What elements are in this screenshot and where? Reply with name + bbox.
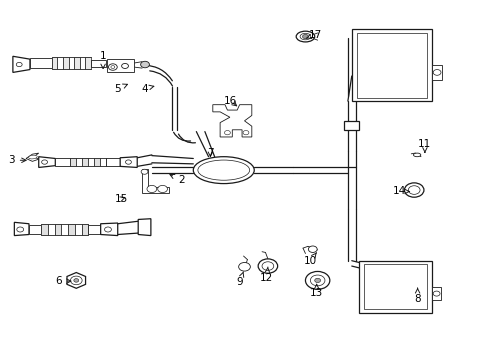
Circle shape <box>111 66 115 68</box>
Circle shape <box>125 160 131 164</box>
Text: 1: 1 <box>100 51 106 68</box>
Polygon shape <box>48 224 55 234</box>
Circle shape <box>258 259 277 273</box>
Circle shape <box>158 185 167 193</box>
Text: 6: 6 <box>55 276 71 286</box>
Polygon shape <box>58 57 63 69</box>
Polygon shape <box>74 57 80 69</box>
Polygon shape <box>120 157 137 167</box>
Bar <box>344 121 358 130</box>
Polygon shape <box>39 157 55 167</box>
Text: 5: 5 <box>114 84 127 94</box>
Circle shape <box>302 35 308 39</box>
Text: 17: 17 <box>305 30 322 40</box>
Polygon shape <box>52 57 58 69</box>
Polygon shape <box>26 153 39 161</box>
Circle shape <box>308 246 317 252</box>
Polygon shape <box>76 158 81 166</box>
Polygon shape <box>63 57 68 69</box>
Bar <box>356 33 427 98</box>
Polygon shape <box>81 158 87 166</box>
Ellipse shape <box>300 33 310 40</box>
Polygon shape <box>138 219 151 235</box>
Polygon shape <box>55 224 61 234</box>
Text: 4: 4 <box>141 84 154 94</box>
Polygon shape <box>68 224 75 234</box>
Polygon shape <box>212 105 251 137</box>
Polygon shape <box>13 56 30 72</box>
Circle shape <box>243 131 248 135</box>
Text: 2: 2 <box>170 175 184 185</box>
Text: 9: 9 <box>236 272 243 287</box>
Text: 14: 14 <box>392 186 408 197</box>
Polygon shape <box>100 158 105 166</box>
Circle shape <box>141 169 148 174</box>
Polygon shape <box>61 224 68 234</box>
Circle shape <box>432 291 439 296</box>
Circle shape <box>16 62 22 67</box>
Bar <box>29 225 41 234</box>
Circle shape <box>262 262 273 270</box>
Bar <box>351 30 431 101</box>
Polygon shape <box>67 273 85 288</box>
Circle shape <box>238 262 250 271</box>
Circle shape <box>141 61 149 68</box>
Circle shape <box>224 131 230 135</box>
Text: 12: 12 <box>260 267 273 283</box>
Polygon shape <box>14 222 29 235</box>
Polygon shape <box>80 57 85 69</box>
Bar <box>91 59 105 67</box>
Circle shape <box>310 275 325 286</box>
Bar <box>431 287 440 300</box>
Polygon shape <box>68 57 74 69</box>
Polygon shape <box>70 158 76 166</box>
Polygon shape <box>81 224 88 234</box>
Text: 7: 7 <box>206 148 213 158</box>
Bar <box>55 158 70 166</box>
Circle shape <box>122 63 128 68</box>
Text: 11: 11 <box>417 139 430 152</box>
Bar <box>88 225 101 234</box>
Circle shape <box>108 64 117 70</box>
Polygon shape <box>142 169 168 193</box>
Circle shape <box>104 227 111 232</box>
Circle shape <box>70 276 82 285</box>
Circle shape <box>17 227 23 232</box>
Ellipse shape <box>198 160 249 180</box>
Circle shape <box>432 69 440 75</box>
Text: 8: 8 <box>413 288 420 304</box>
Circle shape <box>407 186 419 194</box>
Ellipse shape <box>28 155 37 159</box>
Bar <box>105 158 120 166</box>
Bar <box>358 261 431 313</box>
Bar <box>30 58 52 68</box>
Ellipse shape <box>296 31 314 42</box>
Text: 13: 13 <box>309 284 323 298</box>
Bar <box>363 264 427 309</box>
Circle shape <box>404 183 423 197</box>
Polygon shape <box>85 57 91 69</box>
Polygon shape <box>101 223 118 235</box>
Circle shape <box>74 279 79 282</box>
Circle shape <box>314 278 320 283</box>
Ellipse shape <box>413 153 420 157</box>
Circle shape <box>147 185 157 193</box>
Text: 15: 15 <box>115 194 128 204</box>
Polygon shape <box>94 158 100 166</box>
Polygon shape <box>41 224 48 234</box>
Text: 16: 16 <box>224 96 237 106</box>
Polygon shape <box>75 224 81 234</box>
Bar <box>431 65 441 80</box>
Text: 3: 3 <box>8 155 26 165</box>
Polygon shape <box>87 158 94 166</box>
Ellipse shape <box>193 157 254 184</box>
Circle shape <box>305 271 329 289</box>
Circle shape <box>41 160 47 164</box>
Bar <box>107 59 134 72</box>
Text: 10: 10 <box>303 253 316 266</box>
